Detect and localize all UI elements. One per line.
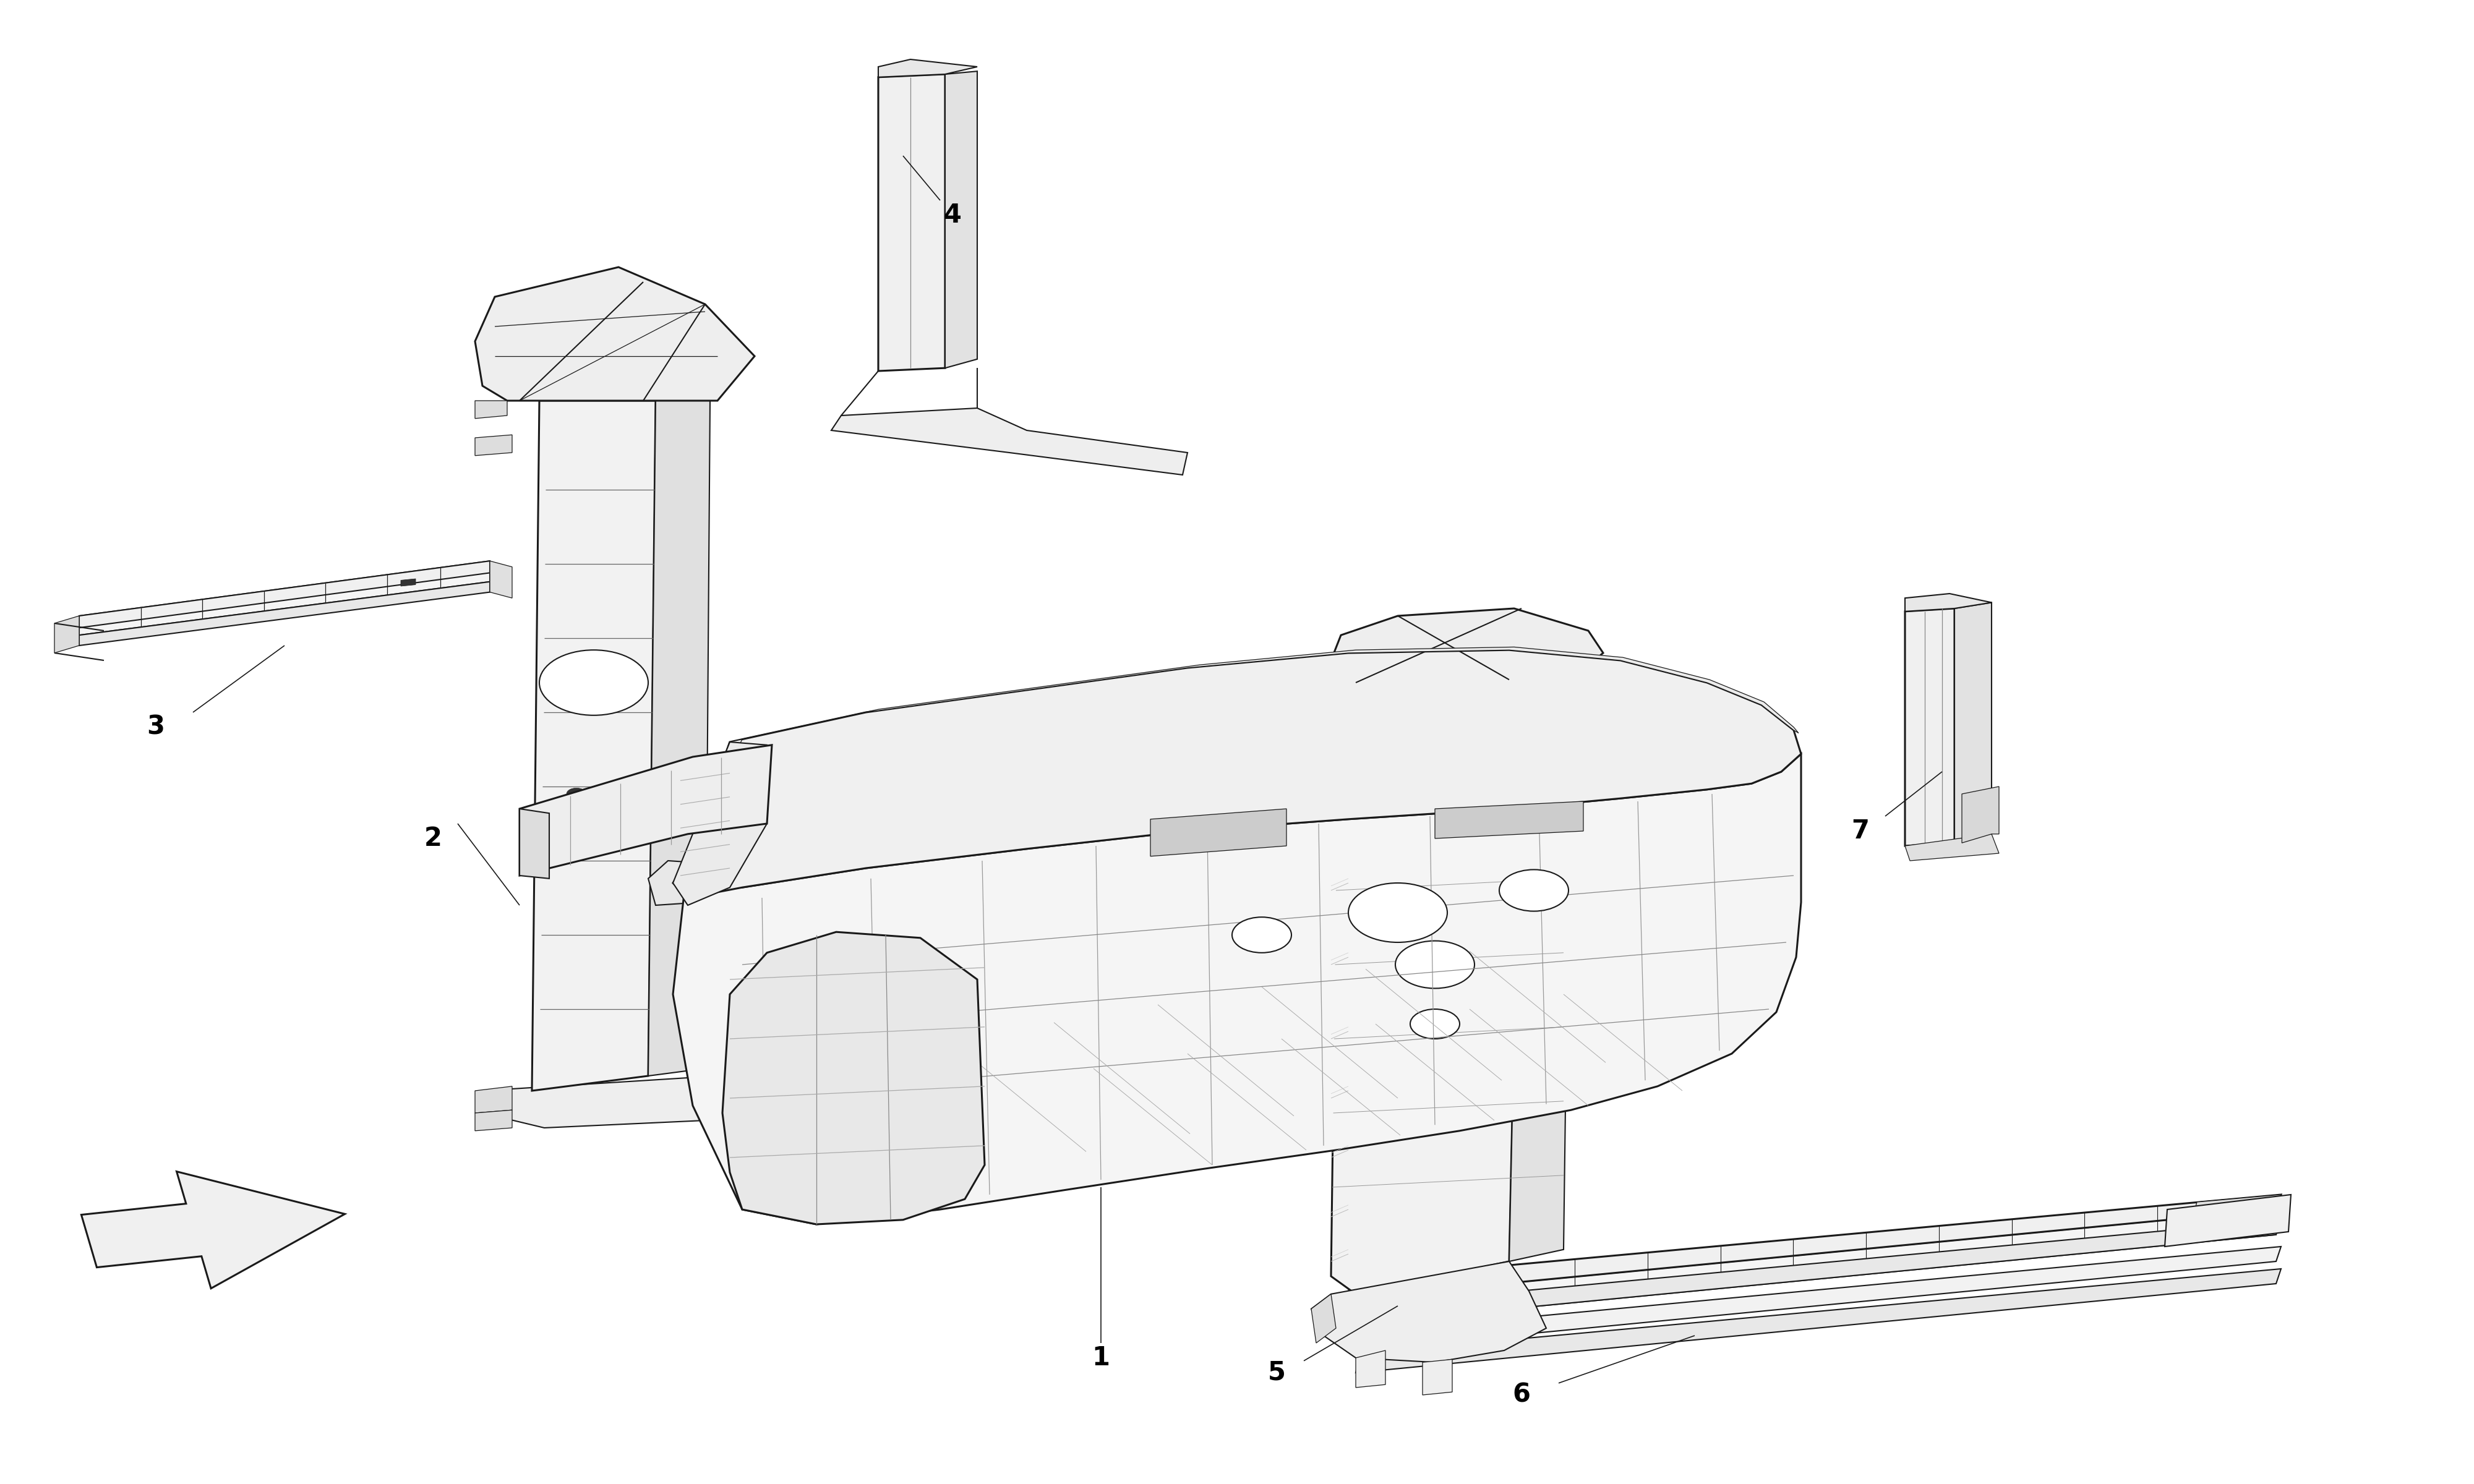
Text: 3: 3 xyxy=(146,714,166,741)
Polygon shape xyxy=(1311,1261,1546,1362)
Polygon shape xyxy=(648,401,710,1076)
Polygon shape xyxy=(2165,1195,2291,1247)
Polygon shape xyxy=(532,401,656,1091)
Polygon shape xyxy=(688,647,1799,861)
Polygon shape xyxy=(82,1171,344,1288)
Polygon shape xyxy=(79,561,490,628)
Polygon shape xyxy=(475,267,755,401)
Polygon shape xyxy=(1905,834,1999,861)
Polygon shape xyxy=(475,1110,512,1131)
Polygon shape xyxy=(490,561,512,598)
Polygon shape xyxy=(520,745,772,876)
Polygon shape xyxy=(1954,603,1992,843)
Polygon shape xyxy=(1356,1350,1385,1388)
Polygon shape xyxy=(673,742,1801,1224)
Circle shape xyxy=(584,810,604,822)
Polygon shape xyxy=(1423,1359,1452,1395)
Polygon shape xyxy=(1962,787,1999,843)
Text: 7: 7 xyxy=(1851,818,1870,844)
Text: 4: 4 xyxy=(943,202,962,229)
Circle shape xyxy=(1410,1009,1460,1039)
Polygon shape xyxy=(475,401,507,418)
Polygon shape xyxy=(1331,683,1522,1294)
Polygon shape xyxy=(878,74,945,371)
Polygon shape xyxy=(1509,680,1571,1261)
Polygon shape xyxy=(722,932,985,1224)
Polygon shape xyxy=(1905,608,1954,846)
Polygon shape xyxy=(1435,801,1583,838)
Polygon shape xyxy=(520,809,549,879)
Circle shape xyxy=(604,798,623,810)
Polygon shape xyxy=(1331,608,1603,683)
Text: 2: 2 xyxy=(423,825,443,852)
Polygon shape xyxy=(878,59,977,77)
Polygon shape xyxy=(673,650,1801,898)
Polygon shape xyxy=(1356,1269,2281,1373)
Circle shape xyxy=(1499,870,1569,911)
Circle shape xyxy=(616,806,636,818)
Circle shape xyxy=(1232,917,1291,953)
Circle shape xyxy=(539,650,648,715)
Polygon shape xyxy=(79,582,490,646)
Polygon shape xyxy=(1348,1195,2281,1298)
Circle shape xyxy=(1395,941,1475,988)
Polygon shape xyxy=(1905,594,1992,611)
Polygon shape xyxy=(1150,809,1286,856)
Polygon shape xyxy=(482,1076,730,1128)
Polygon shape xyxy=(54,616,79,653)
Circle shape xyxy=(567,788,586,800)
Polygon shape xyxy=(401,579,416,586)
Circle shape xyxy=(1348,883,1447,942)
Polygon shape xyxy=(673,742,767,905)
Polygon shape xyxy=(475,435,512,456)
Polygon shape xyxy=(475,1086,512,1113)
Polygon shape xyxy=(648,861,779,905)
Circle shape xyxy=(576,803,596,815)
Polygon shape xyxy=(1356,1220,2281,1324)
Polygon shape xyxy=(1348,1279,1380,1330)
Polygon shape xyxy=(1311,1294,1336,1343)
Text: 6: 6 xyxy=(1512,1382,1531,1408)
Polygon shape xyxy=(945,71,977,368)
Polygon shape xyxy=(1348,1209,2276,1324)
Polygon shape xyxy=(1356,1247,2281,1350)
Polygon shape xyxy=(831,408,1188,475)
Text: 5: 5 xyxy=(1267,1359,1286,1386)
Circle shape xyxy=(591,792,611,804)
Polygon shape xyxy=(79,561,490,635)
Text: 1: 1 xyxy=(1091,1345,1111,1371)
Polygon shape xyxy=(2192,1195,2281,1220)
